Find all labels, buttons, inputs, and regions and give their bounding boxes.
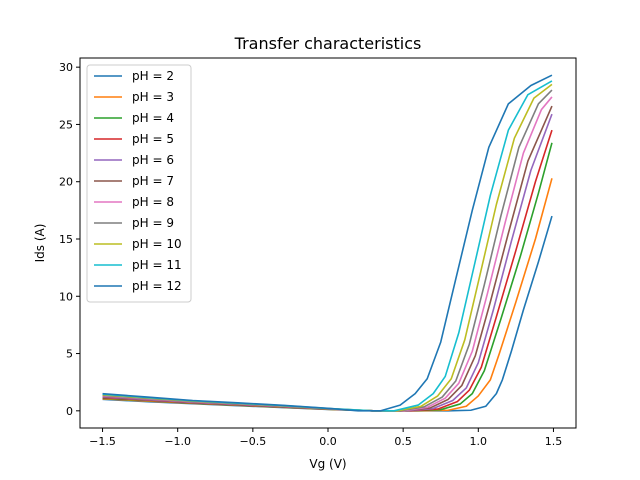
- x-axis-label: Vg (V): [309, 457, 346, 471]
- x-tick-label: −1.0: [164, 435, 191, 448]
- legend-label: pH = 7: [132, 174, 174, 188]
- legend-label: pH = 5: [132, 132, 174, 146]
- legend-label: pH = 12: [132, 279, 182, 293]
- legend-label: pH = 4: [132, 111, 174, 125]
- legend: pH = 2 pH = 3 pH = 4 pH = 5 pH = 6 pH = 7 pH =…: [86, 64, 192, 303]
- series-layer: [102, 74, 553, 412]
- legend-label: pH = 8: [132, 195, 174, 209]
- x-axis: −1.5 −1.0 −0.5 0.0 0.5 1.0 1.5: [89, 428, 562, 448]
- legend-label: pH = 11: [132, 258, 182, 272]
- x-tick-label: 1.0: [470, 435, 488, 448]
- x-tick-label: −0.5: [239, 435, 266, 448]
- y-tick-label: 20: [59, 176, 73, 189]
- legend-label: pH = 10: [132, 237, 182, 251]
- y-axis-label: Ids (A): [33, 224, 47, 263]
- x-tick-label: 1.5: [545, 435, 563, 448]
- y-tick-label: 10: [59, 290, 73, 303]
- legend-label: pH = 9: [132, 216, 174, 230]
- y-tick-label: 0: [66, 405, 73, 418]
- x-tick-label: −1.5: [89, 435, 116, 448]
- x-tick-label: 0.5: [394, 435, 412, 448]
- y-tick-label: 5: [66, 348, 73, 361]
- legend-box: [86, 64, 192, 303]
- x-tick-label: 0.0: [319, 435, 337, 448]
- y-tick-label: 30: [59, 61, 73, 74]
- y-tick-label: 15: [59, 233, 73, 246]
- legend-label: pH = 6: [132, 153, 174, 167]
- legend-label: pH = 2: [132, 69, 174, 83]
- y-tick-label: 25: [59, 118, 73, 131]
- chart-title: Transfer characteristics: [234, 34, 422, 53]
- legend-label: pH = 3: [132, 90, 174, 104]
- y-axis: 0 5 10 15 20 25 30: [59, 61, 80, 418]
- series-line-11: [102, 74, 553, 412]
